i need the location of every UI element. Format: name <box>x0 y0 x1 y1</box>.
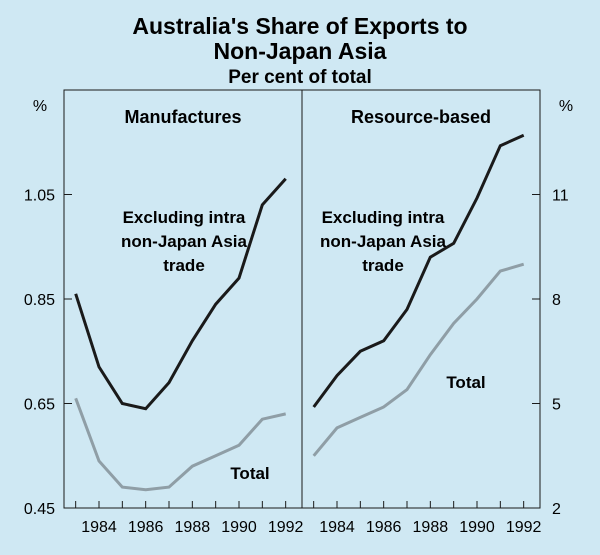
panel-title-0: Manufactures <box>124 107 241 127</box>
chart-title-line2: Non-Japan Asia <box>213 38 387 64</box>
chart-title: Australia's Share of Exports to <box>132 13 468 39</box>
y-tick-label-0-2: 0.85 <box>24 292 55 309</box>
annotation-1-0-2: trade <box>362 256 404 275</box>
series-line-0-1 <box>74 397 287 492</box>
annotation-1-1-0: Total <box>446 373 485 392</box>
y-tick-label-1-3: 11 <box>552 188 569 205</box>
annotation-0-0-1: non-Japan Asia <box>121 232 247 251</box>
x-tick-label-1-0: 1984 <box>319 519 355 536</box>
unit-label-0: % <box>33 98 47 115</box>
annotation-1-0-1: non-Japan Asia <box>320 232 446 251</box>
chart-title-block: Australia's Share of Exports to Non-Japa… <box>0 14 600 89</box>
x-tick-label-0-0: 1984 <box>81 519 117 536</box>
y-tick-label-1-0: 2 <box>552 501 561 518</box>
annotation-0-0-0: Excluding intra <box>123 208 246 227</box>
x-tick-label-0-1: 1986 <box>128 519 164 536</box>
x-tick-label-1-3: 1990 <box>459 519 495 536</box>
y-tick-label-1-2: 8 <box>552 292 561 309</box>
chart-subtitle: Per cent of total <box>228 67 372 88</box>
y-tick-label-1-1: 5 <box>552 397 561 414</box>
x-tick-label-0-2: 1988 <box>175 519 211 536</box>
series-line-1-0 <box>312 133 525 408</box>
x-tick-label-1-1: 1986 <box>366 519 402 536</box>
y-tick-label-0-0: 0.45 <box>24 501 55 518</box>
x-tick-label-0-4: 1992 <box>268 519 304 536</box>
y-tick-label-0-3: 1.05 <box>24 188 55 205</box>
y-tick-label-0-1: 0.65 <box>24 397 55 414</box>
x-tick-label-1-4: 1992 <box>506 519 542 536</box>
x-tick-label-0-3: 1990 <box>221 519 257 536</box>
x-tick-label-1-2: 1988 <box>413 519 449 536</box>
unit-label-1: % <box>559 98 573 115</box>
series-line-0-0 <box>74 177 287 411</box>
annotation-0-1-0: Total <box>230 464 269 483</box>
panel-title-1: Resource-based <box>351 107 491 127</box>
annotation-0-0-2: trade <box>163 256 205 275</box>
annotation-1-0-0: Excluding intra <box>322 208 445 227</box>
series-line-1-1 <box>312 262 525 457</box>
